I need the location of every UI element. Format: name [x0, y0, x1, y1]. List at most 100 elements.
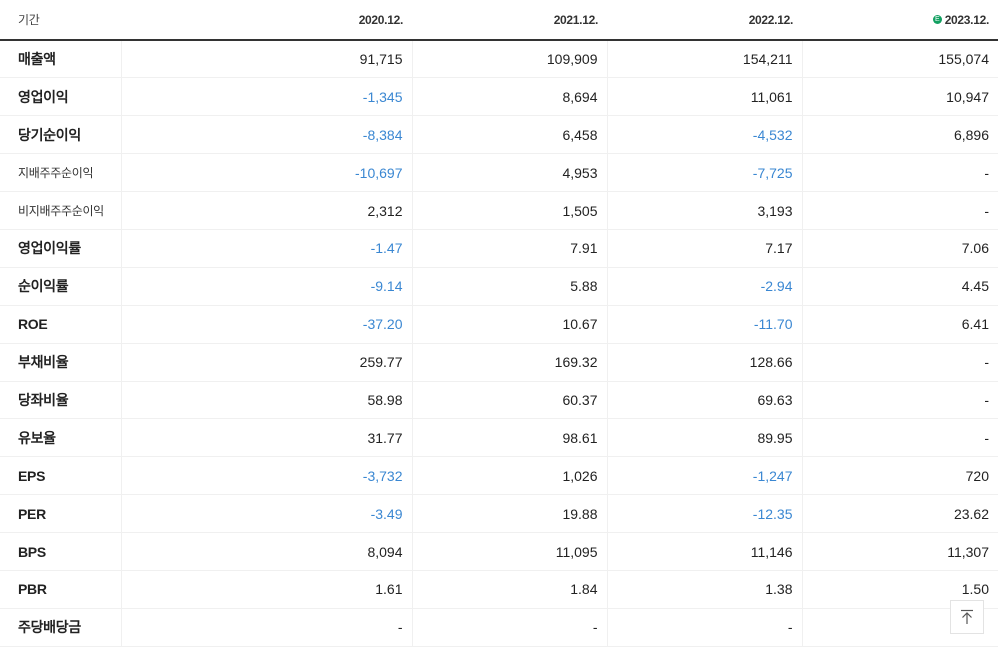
row-label: 주당배당금: [0, 607, 121, 647]
row-label: 당기순이익: [0, 115, 121, 155]
table-row: PBR 1.61 1.84 1.38 1.50: [0, 570, 998, 609]
period-2021: 2021.12.: [412, 0, 607, 41]
table-cell: 7.91: [411, 228, 607, 268]
table-cell: -: [411, 607, 607, 647]
row-label: EPS: [0, 456, 121, 496]
table-cell: -: [801, 381, 998, 420]
arrow-up-icon: [961, 609, 973, 624]
table-cell: 155,074: [801, 40, 998, 79]
row-label: 순이익률: [0, 267, 121, 306]
table-cell: 19.88: [411, 494, 607, 534]
table-cell: -9.14: [120, 267, 412, 306]
table-cell: 169.32: [411, 342, 607, 382]
table-row: EPS -3,732 1,026 -1,247 720: [0, 456, 998, 496]
estimate-badge-icon: E: [932, 14, 942, 24]
row-label: 영업이익: [0, 77, 121, 117]
row-label: 비지배주주순이익: [0, 191, 121, 230]
table-cell: -11.70: [606, 305, 802, 344]
table-cell: 1,505: [411, 191, 607, 230]
period-label: 기간: [0, 0, 121, 41]
table-cell: 154,211: [606, 40, 802, 79]
table-row: 유보율 31.77 98.61 89.95-: [0, 418, 998, 458]
table-cell: -8,384: [120, 115, 412, 155]
table-cell: -: [801, 153, 998, 193]
table-cell: 11,061: [606, 77, 802, 117]
table-cell: 1.38: [606, 570, 802, 609]
row-label: 당좌비율: [0, 381, 121, 420]
table-cell: 4.45: [801, 267, 998, 306]
table-cell: 7.06: [801, 228, 998, 268]
table-row: 비지배주주순이익 2,312 1,505 3,193-: [0, 191, 998, 230]
table-row: 순이익률 -9.14 5.88 -2.94 4.45: [0, 267, 998, 306]
table-cell: -10,697: [120, 153, 412, 193]
table-cell: 720: [801, 456, 998, 496]
table-row: 영업이익률 -1.47 7.91 7.17 7.06: [0, 228, 998, 268]
row-label: 매출액: [0, 40, 121, 79]
table-cell: -: [120, 607, 412, 647]
table-row: 영업이익 -1,345 8,694 11,061 10,947: [0, 77, 998, 117]
period-2023: E 2023.12.: [802, 0, 998, 41]
table-cell: 128.66: [606, 342, 802, 382]
row-label: PER: [0, 494, 121, 534]
table-cell: 259.77: [120, 342, 412, 382]
table-cell: 7.17: [606, 228, 802, 268]
table-cell: 98.61: [411, 418, 607, 458]
table-cell: 91,715: [120, 40, 412, 79]
table-row: 매출액 91,715 109,909 154,211 155,074: [0, 40, 998, 79]
period-2022: 2022.12.: [607, 0, 802, 41]
table-cell: -4,532: [606, 115, 802, 155]
table-cell: 1.61: [120, 570, 412, 609]
table-row: 당좌비율 58.98 60.37 69.63-: [0, 381, 998, 420]
table-row: 주당배당금 - - -: [0, 607, 998, 647]
row-label: BPS: [0, 532, 121, 571]
table-cell: -: [801, 418, 998, 458]
row-label: 영업이익률: [0, 228, 121, 268]
table-cell: 11,307: [801, 532, 998, 571]
row-label: PBR: [0, 570, 121, 609]
table-cell: 11,095: [411, 532, 607, 571]
table-cell: 1,026: [411, 456, 607, 496]
table-cell: 58.98: [120, 381, 412, 420]
table-cell: -37.20: [120, 305, 412, 344]
table-cell: 31.77: [120, 418, 412, 458]
table-cell: 4,953: [411, 153, 607, 193]
table-cell: 6,896: [801, 115, 998, 155]
row-label: 지배주주순이익: [0, 153, 121, 193]
table-cell: 60.37: [411, 381, 607, 420]
table-cell: -: [801, 342, 998, 382]
table-cell: 89.95: [606, 418, 802, 458]
table-cell: 3,193: [606, 191, 802, 230]
table-cell: -3,732: [120, 456, 412, 496]
table-cell: 6.41: [801, 305, 998, 344]
table-cell: 8,094: [120, 532, 412, 571]
row-label: 유보율: [0, 418, 121, 458]
table-cell: 11,146: [606, 532, 802, 571]
row-label: 부채비율: [0, 342, 121, 382]
table-cell: -1.47: [120, 228, 412, 268]
period-2020: 2020.12.: [121, 0, 412, 41]
table-cell: -: [801, 191, 998, 230]
header-row: 기간 2020.12. 2021.12. 2022.12. E 2023.12.: [0, 0, 998, 41]
table-cell: 6,458: [411, 115, 607, 155]
table-row: BPS 8,094 11,095 11,146 11,307: [0, 532, 998, 571]
table-cell: -12.35: [606, 494, 802, 534]
table-cell: 10,947: [801, 77, 998, 117]
table-cell: 10.67: [411, 305, 607, 344]
table-cell: -1,345: [120, 77, 412, 117]
table-row: 지배주주순이익 -10,697 4,953 -7,725-: [0, 153, 998, 193]
table-cell: -1,247: [606, 456, 802, 496]
table-cell: -3.49: [120, 494, 412, 534]
table-cell: 2,312: [120, 191, 412, 230]
table-cell: -2.94: [606, 267, 802, 306]
table-cell: 8,694: [411, 77, 607, 117]
row-label: ROE: [0, 305, 121, 344]
table-cell: -: [606, 607, 802, 647]
table-row: PER -3.49 19.88 -12.35 23.62: [0, 494, 998, 534]
table-cell: 109,909: [411, 40, 607, 79]
scroll-to-top-button[interactable]: [950, 600, 984, 634]
table-cell: 1.84: [411, 570, 607, 609]
table-row: ROE -37.20 10.67 -11.70 6.41: [0, 305, 998, 344]
table-cell: 69.63: [606, 381, 802, 420]
table-cell: 5.88: [411, 267, 607, 306]
